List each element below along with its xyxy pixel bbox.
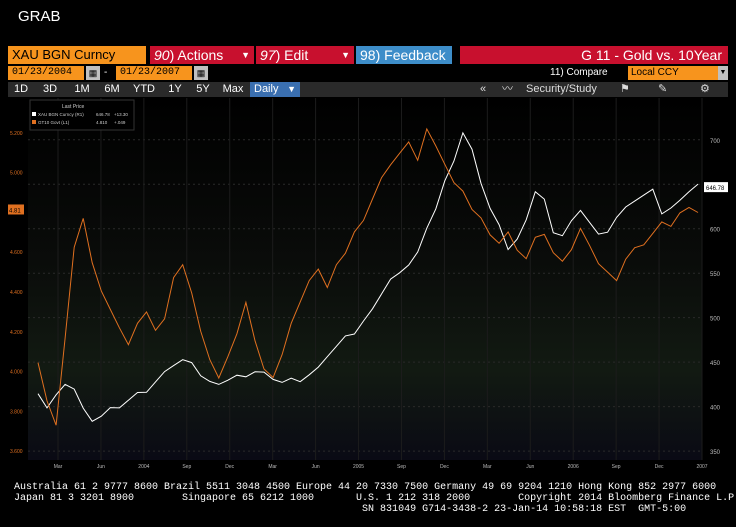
x-tick-label: Jun bbox=[97, 464, 105, 470]
actions-menu-button[interactable]: 90) Actions ▼ bbox=[150, 46, 254, 64]
y-left-tick-label: 3.600 bbox=[10, 449, 23, 455]
x-tick-label: Mar bbox=[483, 464, 492, 470]
y-right-tick-label: 400 bbox=[710, 406, 721, 412]
frequency-select[interactable]: Daily ▼ bbox=[250, 82, 300, 97]
frequency-label: Daily bbox=[254, 83, 279, 95]
period-1m[interactable]: 1M bbox=[74, 83, 90, 95]
period-1d[interactable]: 1D bbox=[13, 83, 29, 95]
actions-number: 90 bbox=[154, 47, 170, 63]
legend-box bbox=[29, 99, 135, 131]
x-tick-label: Dec bbox=[655, 464, 664, 470]
x-tick-label: Dec bbox=[225, 464, 234, 470]
legend-label: GT10 Govt (L1) bbox=[38, 120, 70, 125]
series-line-gold bbox=[37, 131, 699, 422]
x-tick-label: Sep bbox=[182, 464, 191, 470]
x-tick-label: 2006 bbox=[568, 464, 579, 470]
period-max[interactable]: Max bbox=[222, 83, 244, 95]
legend-header: Last Price bbox=[62, 104, 84, 110]
edit-menu-button[interactable]: 97) Edit ▼ bbox=[256, 46, 354, 64]
period-bar: 1D 3D 1M 6M YTD 1Y 5Y Max Daily ▼ « 〰 Se… bbox=[8, 82, 728, 97]
legend-swatch bbox=[32, 112, 36, 116]
feedback-label: Feedback bbox=[384, 47, 446, 63]
y-right-tick-label: 550 bbox=[710, 272, 721, 278]
y-right-tick-label: 500 bbox=[710, 317, 721, 323]
calendar-icon[interactable]: ▦ bbox=[86, 66, 100, 80]
footer-line-3: SN 831049 G714-3438-2 23-Jan-14 10:58:18… bbox=[14, 504, 687, 515]
last-value-marker bbox=[704, 182, 728, 193]
date-separator: - bbox=[104, 67, 108, 78]
x-tick-label: 2007 bbox=[696, 464, 707, 470]
x-tick-label: Mar bbox=[268, 464, 277, 470]
y-left-tick-label: 4.600 bbox=[10, 250, 23, 256]
calendar-icon[interactable]: ▦ bbox=[194, 66, 208, 80]
y-right-tick-label: 450 bbox=[710, 361, 721, 367]
y-left-tick-label: 3.800 bbox=[10, 409, 23, 415]
chart-type-icon[interactable]: 〰 bbox=[502, 83, 513, 95]
y-left-tick-label: 4.000 bbox=[10, 370, 23, 376]
x-tick-label: Jun bbox=[526, 464, 534, 470]
annotate-icon[interactable]: ✎ bbox=[658, 83, 668, 95]
y-left-tick-label: 4.400 bbox=[10, 290, 23, 296]
last-value-left: 4.81 bbox=[9, 208, 21, 214]
compare-button[interactable]: 11) Compare bbox=[550, 67, 608, 78]
chevron-down-icon[interactable]: ▼ bbox=[718, 66, 728, 80]
period-6m[interactable]: 6M bbox=[104, 83, 120, 95]
y-right-tick-label: 700 bbox=[710, 139, 721, 145]
x-tick-label: Mar bbox=[54, 464, 63, 470]
y-left-tick-label: 5.000 bbox=[10, 171, 23, 177]
period-5y[interactable]: 5Y bbox=[196, 83, 210, 95]
series-line-gt10 bbox=[37, 127, 699, 426]
x-tick-label: Jun bbox=[312, 464, 320, 470]
period-1y[interactable]: 1Y bbox=[168, 83, 182, 95]
legend-label: XAU BGN Curncy (R1) bbox=[38, 112, 84, 117]
chevron-down-icon: ▼ bbox=[341, 50, 350, 60]
chevron-down-icon: ▼ bbox=[241, 50, 250, 60]
flag-icon[interactable]: ⚑ bbox=[620, 83, 630, 95]
last-value-marker bbox=[8, 204, 24, 215]
security-study-button[interactable]: Security/Study bbox=[526, 83, 597, 95]
y-left-tick-label: 4.200 bbox=[10, 330, 23, 336]
currency-select[interactable]: Local CCY bbox=[628, 66, 718, 80]
gear-icon[interactable]: ⚙ bbox=[700, 83, 710, 95]
chart-canvas[interactable]: 7006506005505004504003505.2005.0004.8004… bbox=[8, 98, 728, 470]
y-right-tick-label: 600 bbox=[710, 228, 721, 234]
actions-label: Actions bbox=[177, 47, 224, 63]
command-toolbar: XAU BGN Curncy 90) Actions ▼ 97) Edit ▼ … bbox=[8, 46, 728, 64]
x-tick-label: 2004 bbox=[138, 464, 149, 470]
footer-line-1: Australia 61 2 9777 8600 Brazil 5511 304… bbox=[14, 482, 717, 493]
period-3d[interactable]: 3D bbox=[42, 83, 58, 95]
period-ytd[interactable]: YTD bbox=[133, 83, 155, 95]
chart-name: G 11 - Gold vs. 10Year bbox=[460, 46, 728, 64]
y-right-tick-label: 350 bbox=[710, 450, 721, 456]
x-tick-label: Dec bbox=[440, 464, 449, 470]
end-date-field[interactable]: 01/23/2007 bbox=[116, 66, 192, 80]
x-tick-label: Sep bbox=[397, 464, 406, 470]
legend-value: 646.78 bbox=[96, 112, 110, 117]
x-tick-label: Sep bbox=[612, 464, 621, 470]
legend-value: 4.810 bbox=[96, 120, 108, 125]
legend-swatch bbox=[32, 120, 36, 124]
y-left-tick-label: 5.200 bbox=[10, 131, 23, 137]
edit-number: 97 bbox=[260, 47, 276, 63]
date-range-bar: 01/23/2004 ▦ - 01/23/2007 ▦ 11) Compare … bbox=[8, 66, 728, 80]
x-tick-label: 2005 bbox=[353, 464, 364, 470]
feedback-button[interactable]: 98) Feedback bbox=[356, 46, 452, 64]
ticker-field[interactable]: XAU BGN Curncy bbox=[8, 46, 146, 64]
price-chart[interactable]: 7006506005505004504003505.2005.0004.8004… bbox=[8, 98, 728, 470]
legend-change: +13.30 bbox=[114, 112, 128, 117]
start-date-field[interactable]: 01/23/2004 bbox=[8, 66, 84, 80]
feedback-number: 98 bbox=[360, 47, 376, 63]
footer-line-2: Japan 81 3 3201 8900 Singapore 65 6212 1… bbox=[14, 493, 736, 504]
last-value-right: 646.78 bbox=[706, 186, 725, 192]
plot-area bbox=[28, 98, 702, 460]
edit-label: Edit bbox=[284, 47, 309, 63]
legend-change: +.049 bbox=[114, 120, 126, 125]
collapse-icon[interactable]: « bbox=[479, 83, 487, 95]
chevron-down-icon: ▼ bbox=[287, 84, 296, 94]
window-title: GRAB bbox=[18, 8, 61, 25]
